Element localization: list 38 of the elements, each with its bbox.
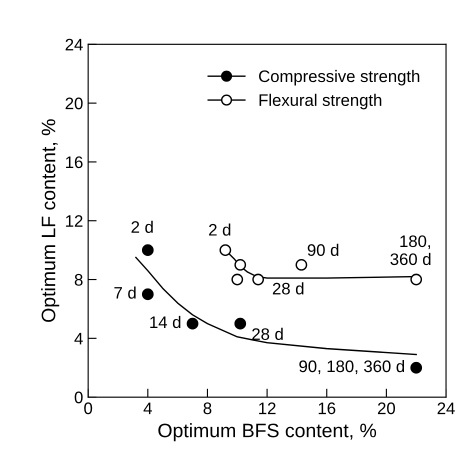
point: [220, 244, 232, 256]
point: [410, 362, 422, 374]
point: [142, 244, 154, 256]
x-axis-title: Optimum BFS content, %: [158, 423, 376, 442]
y-tick-label: 16: [66, 156, 83, 168]
y-tick-label: 8: [74, 274, 83, 286]
x-tick-label: 12: [259, 402, 276, 414]
x-tick-label: 24: [438, 402, 455, 414]
annotation: 2 d: [132, 220, 153, 233]
point: [234, 318, 246, 330]
x-tick-label: 16: [318, 402, 336, 414]
y-tick-label: 4: [74, 332, 83, 344]
y-tick-label: 24: [66, 38, 83, 50]
annotation: 180, 360 d: [390, 235, 430, 266]
point: [142, 288, 154, 300]
x-tick-label: 0: [84, 402, 92, 414]
legend-label: Compressive strength: [259, 70, 420, 86]
point: [186, 318, 198, 330]
point: [410, 274, 422, 286]
y-axis-title: Optimum LF content, %: [41, 119, 60, 322]
annotation: 90 d: [308, 244, 338, 256]
y-tick-label: 20: [66, 98, 83, 110]
annotation: 14 d: [150, 316, 180, 328]
annotation: 28 d: [272, 282, 304, 295]
annotation: 7 d: [114, 286, 136, 299]
point: [234, 258, 246, 271]
point: [252, 274, 264, 286]
point: [231, 274, 244, 286]
annotation: 2 d: [209, 223, 230, 236]
x-tick-label: 4: [144, 402, 152, 414]
y-tick-label: 0: [74, 392, 83, 404]
point: [296, 258, 308, 271]
x-tick-label: 20: [378, 402, 396, 414]
annotation: 28 d: [252, 328, 283, 340]
annotation: 90, 180, 360 d: [299, 360, 404, 374]
y-tick-label: 12: [66, 215, 82, 227]
x-tick-label: 8: [204, 402, 212, 414]
legend-label: Flexural strength: [260, 94, 382, 110]
